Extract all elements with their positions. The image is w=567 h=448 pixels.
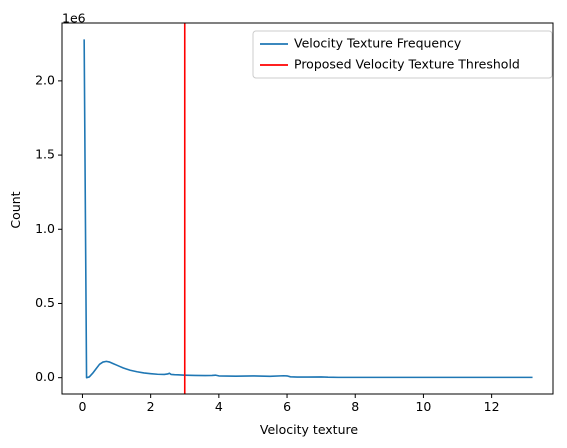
y-tick-label: 1.0 xyxy=(35,221,55,236)
axes-frame xyxy=(61,22,554,395)
x-tick-label: 4 xyxy=(215,399,223,414)
legend-label-frequency: Velocity Texture Frequency xyxy=(294,36,462,51)
legend-box xyxy=(252,30,553,79)
x-tick-label: 2 xyxy=(147,399,155,414)
x-tick-label: 10 xyxy=(415,399,431,414)
legend-label-threshold: Proposed Velocity Texture Threshold xyxy=(294,57,520,72)
plot-area xyxy=(83,23,533,394)
x-tick-label: 6 xyxy=(283,399,291,414)
x-tick-label: 12 xyxy=(484,399,500,414)
x-tick-label: 8 xyxy=(351,399,359,414)
series-line-frequency xyxy=(83,39,533,379)
axes: 0 2 4 6 8 10 12 0.0 0.5 1.0 1.5 2.0 xyxy=(35,22,554,414)
x-tick-label: 0 xyxy=(78,399,86,414)
x-axis-label: Velocity texture xyxy=(260,422,358,437)
y-tick-label: 0.5 xyxy=(35,295,55,310)
y-tick-label: 2.0 xyxy=(35,72,55,87)
y-offset-label: 1e6 xyxy=(62,11,86,26)
y-tick-label: 1.5 xyxy=(35,147,55,162)
y-tick-label: 0.0 xyxy=(35,369,55,384)
legend: Velocity Texture Frequency Proposed Velo… xyxy=(252,30,553,79)
y-axis-label: Count xyxy=(8,191,23,228)
